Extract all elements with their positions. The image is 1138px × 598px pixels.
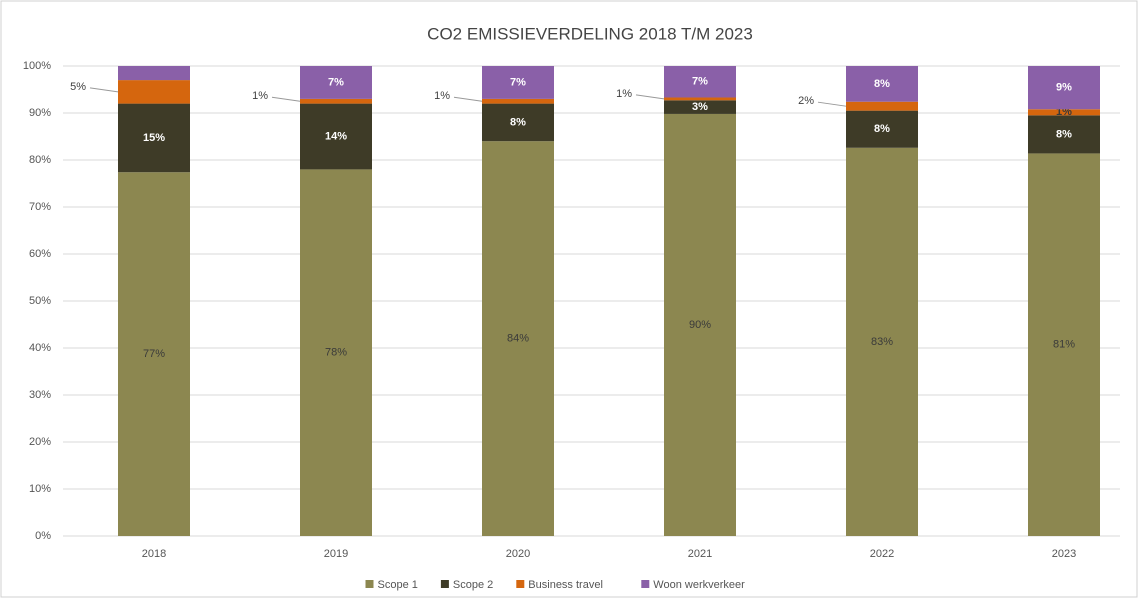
legend-label: Scope 1 [378,579,418,591]
data-label: 7% [510,76,526,88]
bar-segment [664,100,736,114]
bar-segment [664,113,736,536]
bar-segment [118,103,190,173]
y-tick-label: 10% [29,483,51,495]
bar-segment [300,169,372,536]
bar-segment [1028,66,1100,110]
leader-line [817,101,847,107]
chart-title: CO2 EMISSIEVERDELING 2018 T/M 2023 [427,24,753,43]
data-label: 15% [143,132,165,144]
x-tick-label: 2023 [1052,548,1076,560]
data-label: 3% [692,101,708,113]
data-label: 14% [325,130,347,142]
data-label: 2% [798,95,814,107]
y-tick-label: 50% [29,295,51,307]
y-tick-label: 0% [35,530,51,542]
data-label: 9% [1056,82,1072,94]
leader-line [635,94,665,100]
legend-label: Scope 2 [453,579,493,591]
data-label: 78% [325,347,347,359]
bar-segment [482,98,554,104]
bar-segment [846,66,918,102]
y-tick-label: 20% [29,436,51,448]
y-tick-label: 40% [29,342,51,354]
data-label: 1% [616,88,632,100]
y-tick-label: 90% [29,107,51,119]
legend-swatch [641,580,650,588]
data-label: 81% [1053,339,1075,351]
data-label: 77% [143,348,165,360]
y-tick-label: 70% [29,201,51,213]
bar-segment [118,66,190,81]
data-label: 8% [874,78,890,90]
bar-segment [300,66,372,99]
legend-swatch [516,580,525,588]
bar-segment [664,97,736,101]
bar-segment [1028,153,1100,537]
x-tick-label: 2019 [324,548,348,560]
data-label: 5% [70,81,86,93]
bar-segment [1028,109,1100,116]
data-label: 8% [510,116,526,128]
bar-segment [846,110,918,148]
y-tick-label: 80% [29,154,51,166]
data-label: 7% [692,76,708,88]
data-label: 83% [871,336,893,348]
legend-label: Business travel [528,579,603,591]
legend-swatch [365,580,374,588]
bar-segment [118,80,190,104]
data-label: 7% [328,76,344,88]
bar-segment [846,147,918,536]
leader-line [89,87,119,93]
x-tick-label: 2021 [688,548,712,560]
x-tick-label: 2022 [870,548,894,560]
bar-segment [300,103,372,170]
bar-segment [118,172,190,536]
legend-label: Woon werkverkeer [653,579,745,591]
bar-segment [482,66,554,99]
data-label: 90% [689,319,711,331]
data-label: 84% [507,333,529,345]
x-tick-label: 2018 [142,548,166,560]
bar-segment [482,141,554,536]
bar-segment [1028,115,1100,154]
bar-segment [664,66,736,98]
y-tick-label: 60% [29,248,51,260]
bar-segment [846,101,918,111]
legend-swatch [440,580,449,588]
data-label: 1% [434,90,450,102]
leader-line [271,96,301,102]
y-tick-label: 100% [23,60,51,72]
x-tick-label: 2020 [506,548,530,560]
data-label: 1% [252,90,268,102]
data-label: 8% [874,123,890,135]
bar-segment [300,98,372,104]
data-label: 8% [1056,128,1072,140]
bar-segment [482,103,554,142]
leader-line [453,96,483,102]
y-tick-label: 30% [29,389,51,401]
